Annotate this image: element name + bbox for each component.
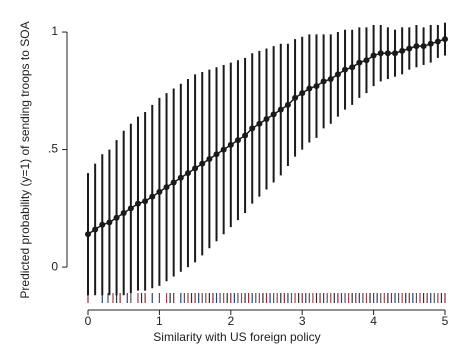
point xyxy=(384,50,391,57)
point xyxy=(327,76,334,83)
point xyxy=(377,50,384,57)
point xyxy=(206,155,213,162)
point xyxy=(406,45,413,52)
point xyxy=(392,50,399,57)
point xyxy=(92,226,99,233)
x-tick-label: 1 xyxy=(156,314,163,328)
point xyxy=(313,83,320,90)
point xyxy=(299,90,306,97)
point xyxy=(413,43,420,50)
point xyxy=(306,85,313,92)
point xyxy=(184,170,191,177)
x-axis-label: Similarity with US foreign policy xyxy=(153,330,320,344)
point xyxy=(370,52,377,59)
point xyxy=(263,116,270,123)
point xyxy=(320,78,327,85)
x-tick-label: 0 xyxy=(85,314,92,328)
point xyxy=(249,125,256,132)
point xyxy=(256,120,263,127)
point xyxy=(427,40,434,47)
y-tick-label: .5 xyxy=(48,142,58,156)
x-tick-label: 3 xyxy=(299,314,306,328)
point xyxy=(177,174,184,181)
point xyxy=(220,146,227,153)
point xyxy=(399,47,406,54)
point xyxy=(99,221,106,228)
point xyxy=(349,64,356,71)
point xyxy=(227,141,234,148)
point xyxy=(192,165,199,172)
point xyxy=(85,231,91,238)
point xyxy=(363,57,370,64)
point xyxy=(234,137,241,144)
point xyxy=(170,179,177,186)
y-tick-label: 0 xyxy=(51,259,58,273)
point xyxy=(213,151,220,158)
point xyxy=(242,132,249,139)
point xyxy=(356,59,363,66)
point xyxy=(342,66,349,73)
x-tick-label: 4 xyxy=(370,314,377,328)
point xyxy=(270,111,277,118)
x-tick-label: 5 xyxy=(442,314,449,328)
point xyxy=(292,94,299,101)
point xyxy=(106,219,113,226)
y-axis-label: Predicted probability (y=1) of sending t… xyxy=(18,21,32,298)
point xyxy=(149,193,156,200)
point xyxy=(442,36,448,43)
point xyxy=(120,210,127,217)
x-tick-label: 2 xyxy=(227,314,234,328)
point xyxy=(434,38,441,45)
point xyxy=(334,71,341,78)
point xyxy=(284,101,291,108)
point xyxy=(156,188,163,195)
point xyxy=(127,205,134,212)
y-tick-label: 1 xyxy=(51,24,58,38)
point xyxy=(142,198,149,205)
point xyxy=(113,214,120,221)
point xyxy=(134,200,141,207)
point xyxy=(420,43,427,50)
point xyxy=(199,160,206,167)
point xyxy=(277,106,284,113)
point xyxy=(163,184,170,191)
